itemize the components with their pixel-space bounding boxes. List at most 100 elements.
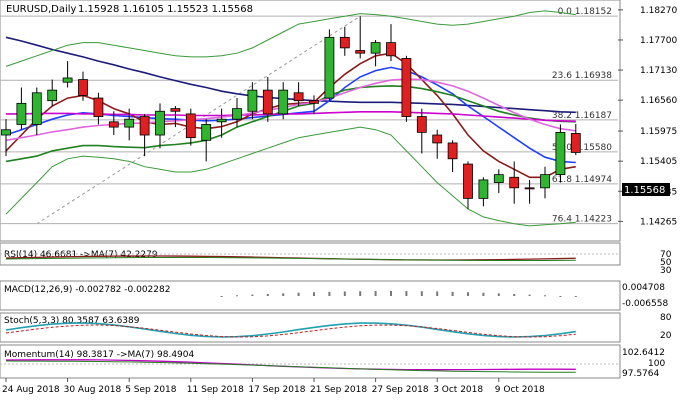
candle-body xyxy=(355,50,366,54)
candle-body xyxy=(247,89,258,112)
stoch-panel-frame xyxy=(0,312,621,343)
candle-body xyxy=(62,77,73,83)
macd-tick-bottom: -0.006558 xyxy=(622,299,668,309)
fib-level-label: 23.6 1.16938 xyxy=(552,71,612,81)
macd-bar xyxy=(405,291,408,296)
candle-body xyxy=(1,129,11,136)
price-axis: 1.18270 1.17700 1.17130 1.16560 1.15975 1.154… xyxy=(618,6,677,227)
candle-body xyxy=(463,163,473,199)
candle-body xyxy=(478,179,489,199)
candle-body xyxy=(509,176,520,189)
candle-body xyxy=(216,118,227,123)
candle-body xyxy=(185,113,196,139)
candle-body xyxy=(155,110,165,136)
macd-bar xyxy=(436,291,439,296)
momentum-tick-mid: 100 xyxy=(648,359,665,369)
candle-body xyxy=(16,102,27,125)
indicator-line xyxy=(5,10,576,67)
macd-bar xyxy=(420,291,423,296)
stoch-d-line xyxy=(5,324,576,338)
fib-level-label: 0.0 1.18152 xyxy=(558,7,612,17)
price-tick-label: 1.15405 xyxy=(640,157,677,167)
price-tick-label: 1.18270 xyxy=(640,6,677,16)
macd-bar xyxy=(374,291,377,296)
macd-bar xyxy=(328,291,331,296)
candle-body xyxy=(278,89,289,115)
candle-body xyxy=(432,134,443,144)
momentum-ma-line xyxy=(5,360,576,373)
indicator-line xyxy=(5,78,576,142)
candle-body xyxy=(293,92,304,102)
momentum-lines xyxy=(0,359,620,373)
momentum-tick-top: 102.6412 xyxy=(622,348,665,358)
candle-body xyxy=(309,100,319,104)
rsi-label: RSI(14) 46.6681 ->MA(7) 42.2279 xyxy=(4,250,158,260)
macd-bar xyxy=(528,294,531,296)
rsi-tick-70: 70 xyxy=(660,250,672,260)
candle-body xyxy=(540,174,550,189)
stoch-tick-20: 20 xyxy=(660,331,672,341)
price-tick-label: 1.14265 xyxy=(640,217,677,227)
candle-body xyxy=(555,131,566,176)
candle-body xyxy=(370,42,381,54)
candle-body xyxy=(139,116,150,136)
indicator-line xyxy=(5,36,576,114)
macd-bar xyxy=(220,296,223,297)
candle-body xyxy=(570,133,581,153)
macd-bar xyxy=(297,292,300,296)
date-tick-label: 3 Oct 2018 xyxy=(433,385,483,395)
current-price-label: 1.15568 xyxy=(624,185,665,196)
stoch-tick-80: 80 xyxy=(660,313,672,323)
macd-panel-frame xyxy=(0,280,621,311)
candle-body xyxy=(78,79,88,96)
current-price-box xyxy=(622,183,670,196)
date-tick-label: 30 Aug 2018 xyxy=(64,385,122,395)
date-axis: 24 Aug 2018 30 Aug 2018 5 Sep 2018 11 Sep 2… xyxy=(2,378,545,395)
price-tick-label: 1.16560 xyxy=(640,96,677,106)
candle-body xyxy=(170,108,181,112)
stoch-label: Stoch(5,3,3) 80.3587 63.6389 xyxy=(4,316,140,326)
candle-body xyxy=(386,42,396,57)
candle-body xyxy=(93,97,104,117)
date-tick-label: 21 Sep 2018 xyxy=(310,385,367,395)
macd-bar xyxy=(513,293,516,296)
date-tick-label: 5 Sep 2018 xyxy=(125,385,177,395)
macd-bar xyxy=(313,292,315,296)
macd-bar xyxy=(544,295,546,297)
macd-bar xyxy=(497,293,500,296)
date-tick-label: 9 Oct 2018 xyxy=(495,385,545,395)
candle-body xyxy=(324,36,335,99)
price-tick-label: 1.17130 xyxy=(640,66,677,76)
candle-body xyxy=(201,124,212,141)
macd-label: MACD(12,26,9) -0.002782 -0.002282 xyxy=(4,285,170,295)
date-tick-label: 11 Sep 2018 xyxy=(187,385,244,395)
symbol-label: EURUSD,Daily xyxy=(6,4,77,15)
candle-body xyxy=(401,58,412,117)
macd-bar xyxy=(266,293,269,296)
candle-body xyxy=(493,174,504,183)
rsi-lines xyxy=(0,253,620,262)
price-tick-label: 1.15975 xyxy=(640,127,677,137)
price-tick-label: 1.17700 xyxy=(640,36,677,46)
fib-level-label: 50.0 1.15580 xyxy=(552,143,612,153)
candle-body xyxy=(31,92,42,125)
date-tick-label: 24 Aug 2018 xyxy=(2,385,60,395)
macd-bar xyxy=(251,294,254,296)
macd-bar xyxy=(451,291,454,296)
rsi-tick-50: 50 xyxy=(660,258,672,268)
momentum-label: Momentum(14) 98.3817 ->MA(7) 98.4904 xyxy=(4,350,195,360)
main-panel-frame xyxy=(0,0,621,242)
fib-level-label: 38.2 1.16187 xyxy=(552,111,612,121)
macd-bar xyxy=(282,293,285,296)
macd-bar xyxy=(359,291,362,296)
stoch-lines xyxy=(5,322,576,338)
date-tick-label: 27 Sep 2018 xyxy=(372,385,429,395)
candles xyxy=(1,16,581,209)
candle-body xyxy=(47,89,58,102)
rsi-panel-frame xyxy=(0,242,621,266)
rsi-tick-30: 30 xyxy=(660,266,672,276)
macd-histogram xyxy=(220,291,577,297)
candle-body xyxy=(339,36,350,49)
